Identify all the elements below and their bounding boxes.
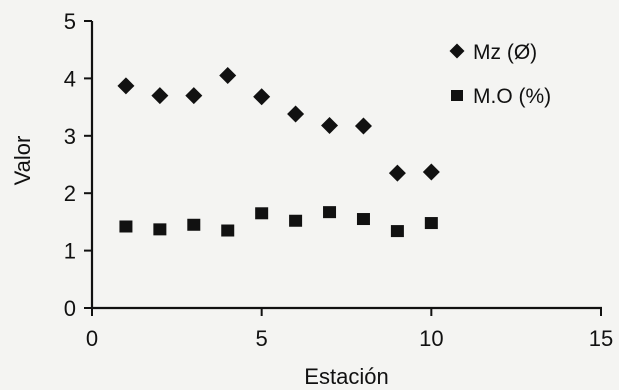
legend-item-mo: M.O (%) [451, 85, 551, 108]
legend: Mz (Ø) M.O (%) [449, 41, 551, 108]
y-tick-label: 1 [64, 239, 76, 264]
x-tick-label: 5 [256, 326, 268, 351]
data-point-square [289, 214, 303, 227]
data-point-square [390, 225, 404, 238]
data-point-square [255, 207, 269, 220]
y-tick-label: 0 [64, 296, 76, 321]
axes [90, 21, 602, 310]
plot-area [117, 67, 440, 238]
data-point-diamond [422, 163, 440, 181]
data-point-diamond [321, 116, 339, 134]
x-axis-title: Estación [304, 364, 388, 389]
legend-item-mz: Mz (Ø) [449, 41, 537, 64]
data-point-diamond [253, 88, 271, 106]
y-tick-label: 2 [64, 181, 76, 206]
legend-diamond-icon [449, 43, 465, 59]
data-point-square [187, 218, 201, 231]
series-1 [119, 206, 438, 238]
x-tick-label: 15 [589, 326, 613, 351]
data-point-square [119, 220, 133, 233]
x-axis-ticks: 0 5 10 15 [86, 308, 613, 351]
data-point-square [323, 206, 337, 219]
data-point-diamond [219, 67, 237, 85]
x-tick-label: 0 [86, 326, 98, 351]
legend-square-icon [451, 90, 463, 101]
data-point-square [356, 213, 370, 226]
data-point-diamond [388, 164, 406, 182]
data-point-diamond [354, 117, 372, 135]
y-tick-label: 5 [64, 9, 76, 34]
data-point-square [153, 223, 167, 236]
legend-label-mz: Mz (Ø) [473, 41, 537, 64]
data-point-square [424, 217, 438, 230]
y-axis-ticks: 0 1 2 3 4 5 [64, 9, 92, 321]
data-point-diamond [151, 87, 169, 105]
data-point-diamond [287, 105, 305, 123]
y-axis-title: Valor [10, 136, 35, 186]
y-tick-label: 4 [64, 66, 76, 91]
y-tick-label: 3 [64, 124, 76, 149]
data-point-diamond [185, 87, 203, 105]
x-tick-label: 10 [419, 326, 443, 351]
data-point-diamond [117, 77, 135, 95]
series-0 [117, 67, 440, 182]
legend-label-mo: M.O (%) [473, 85, 551, 108]
data-point-square [221, 224, 235, 237]
